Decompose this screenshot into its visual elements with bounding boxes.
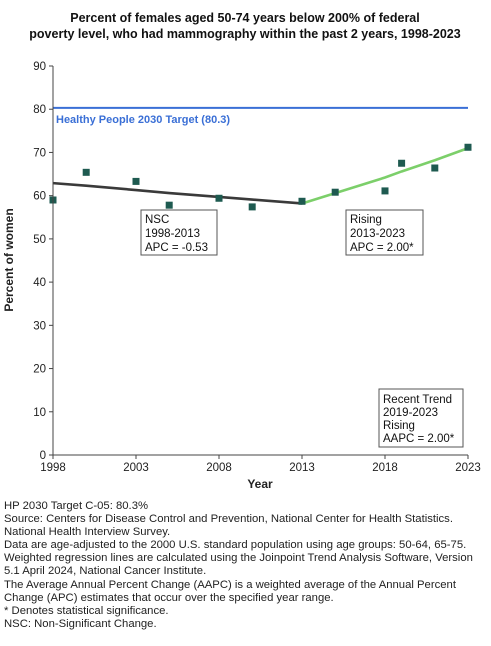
annotation-recent-trend-line-2: 2019-2023 [383, 407, 438, 419]
chart-title-line-2: poverty level, who had mammography withi… [29, 27, 460, 41]
data-point [298, 197, 306, 205]
y-tick-label: 30 [33, 320, 46, 332]
data-point [215, 194, 223, 202]
annotation-rising: Rising 2013-2023 APC = 2.00* [345, 209, 424, 256]
data-point [132, 177, 140, 185]
x-tick-label: 2023 [455, 462, 481, 474]
annotation-rising-line-3: APC = 2.00* [350, 242, 414, 254]
data-points [49, 143, 472, 211]
x-tick-label: 2018 [372, 462, 398, 474]
x-tick-label: 2008 [206, 462, 232, 474]
annotation-recent-trend-box [378, 388, 464, 448]
y-tick-label: 40 [33, 277, 46, 289]
x-axis-label: Year [247, 477, 273, 491]
annotation-nsc-box [140, 209, 218, 256]
annotation-rising-line-2: 2013-2023 [350, 228, 405, 240]
target-label: Healthy People 2030 Target (80.3) [56, 114, 230, 126]
footnote-source: Source: Centers for Disease Control and … [4, 513, 453, 539]
trend-segment-1 [52, 181, 303, 205]
y-tick-label: 0 [40, 450, 46, 462]
data-point [248, 203, 256, 211]
data-point [431, 164, 439, 172]
annotation-recent-trend-line-4: AAPC = 2.00* [383, 433, 455, 445]
x-tick-label: 2003 [123, 462, 149, 474]
footnote-regression: Weighted regression lines are calculated… [4, 552, 473, 578]
trend-lines [52, 146, 469, 205]
data-point [398, 159, 406, 167]
footnote-nsc: NSC: Non-Significant Change. [4, 617, 157, 630]
y-axis-label: Percent of women [2, 208, 16, 311]
annotation-rising-line-1: Rising [350, 214, 382, 226]
data-point [381, 187, 389, 195]
y-tick-label: 90 [33, 61, 46, 73]
footnote-aapc: The Average Annual Percent Change (AAPC)… [4, 578, 456, 604]
y-axis-ticks: 0 10 20 30 40 50 60 70 80 90 [33, 61, 53, 462]
data-point [464, 143, 472, 151]
annotation-nsc-line-2: 1998-2013 [145, 228, 200, 240]
y-tick-label: 60 [33, 191, 46, 203]
footnote-significance: * Denotes statistical significance. [4, 604, 169, 617]
footnotes: HP 2030 Target C-05: 80.3% Source: Cente… [4, 500, 488, 631]
footnote-target: HP 2030 Target C-05: 80.3% [4, 500, 149, 512]
annotation-nsc-line-3: APC = -0.53 [145, 242, 208, 254]
annotation-recent-trend-line-3: Rising [383, 420, 415, 432]
chart-area: Percent of females aged 50-74 years belo… [2, 11, 481, 491]
x-tick-label: 1998 [40, 462, 66, 474]
x-tick-label: 2013 [289, 462, 315, 474]
annotation-nsc: NSC 1998-2013 APC = -0.53 [140, 209, 218, 256]
x-axis-ticks: 1998 2003 2008 2013 2018 2023 [40, 455, 481, 474]
y-tick-label: 10 [33, 407, 46, 419]
chart-title-line-1: Percent of females aged 50-74 years belo… [70, 11, 419, 25]
trend-segment-2 [301, 146, 469, 205]
y-tick-label: 50 [33, 234, 46, 246]
data-point [82, 168, 90, 176]
annotation-recent-trend-line-1: Recent Trend [383, 394, 452, 406]
annotation-rising-box [345, 209, 424, 256]
data-point [165, 201, 173, 209]
mammography-chart: Percent of females aged 50-74 years belo… [2, 11, 481, 491]
data-point [331, 188, 339, 196]
y-tick-label: 70 [33, 147, 46, 159]
y-tick-label: 20 [33, 364, 46, 376]
annotation-nsc-line-1: NSC [145, 214, 169, 226]
y-tick-label: 80 [33, 104, 46, 116]
footnote-age-adjustment: Data are age-adjusted to the 2000 U.S. s… [4, 539, 467, 552]
annotation-recent-trend: Recent Trend 2019-2023 Rising AAPC = 2.0… [378, 388, 464, 448]
